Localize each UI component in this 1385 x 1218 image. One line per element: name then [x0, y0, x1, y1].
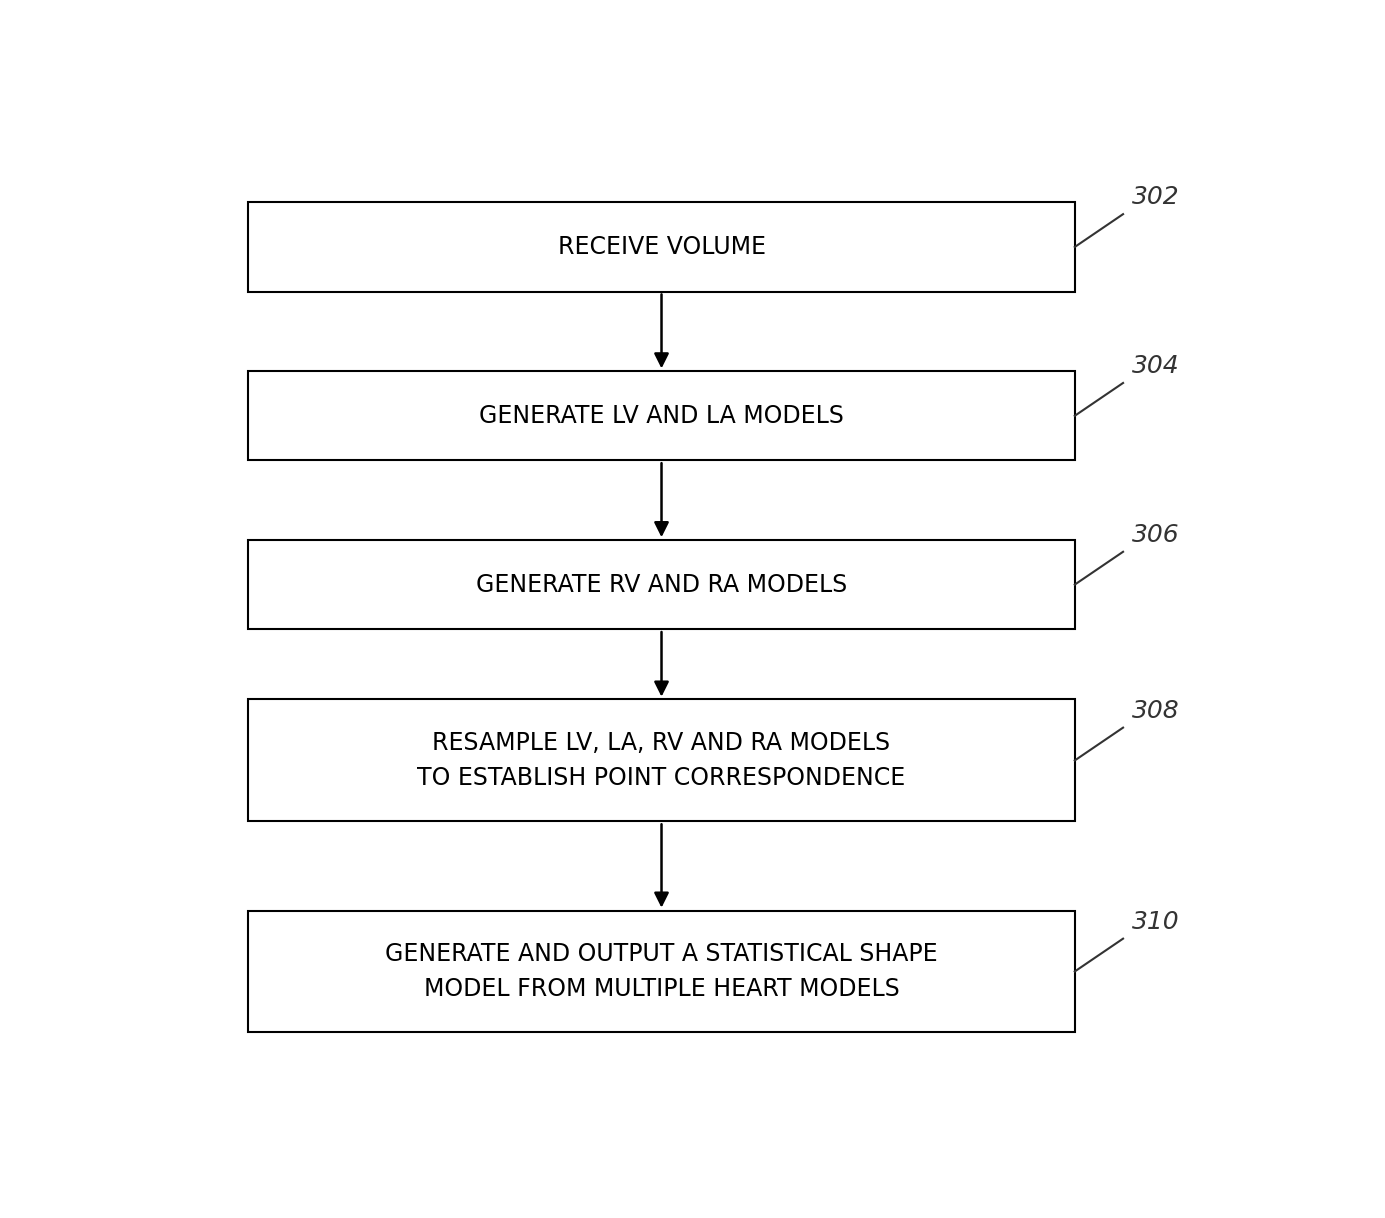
Bar	[248, 371, 1075, 460]
Text: 310: 310	[1132, 910, 1179, 934]
Text: 304: 304	[1132, 354, 1179, 379]
Bar	[248, 202, 1075, 291]
Text: RESAMPLE LV, LA, RV AND RA MODELS
TO ESTABLISH POINT CORRESPONDENCE: RESAMPLE LV, LA, RV AND RA MODELS TO EST…	[417, 731, 906, 790]
Text: 308: 308	[1132, 699, 1179, 723]
Bar	[248, 699, 1075, 821]
Text: RECEIVE VOLUME: RECEIVE VOLUME	[558, 235, 766, 259]
Bar	[248, 911, 1075, 1033]
Text: GENERATE LV AND LA MODELS: GENERATE LV AND LA MODELS	[479, 404, 843, 428]
Text: GENERATE RV AND RA MODELS: GENERATE RV AND RA MODELS	[476, 572, 848, 597]
Text: GENERATE AND OUTPUT A STATISTICAL SHAPE
MODEL FROM MULTIPLE HEART MODELS: GENERATE AND OUTPUT A STATISTICAL SHAPE …	[385, 942, 938, 1001]
Text: 302: 302	[1132, 185, 1179, 209]
Text: 306: 306	[1132, 523, 1179, 547]
Bar	[248, 540, 1075, 630]
